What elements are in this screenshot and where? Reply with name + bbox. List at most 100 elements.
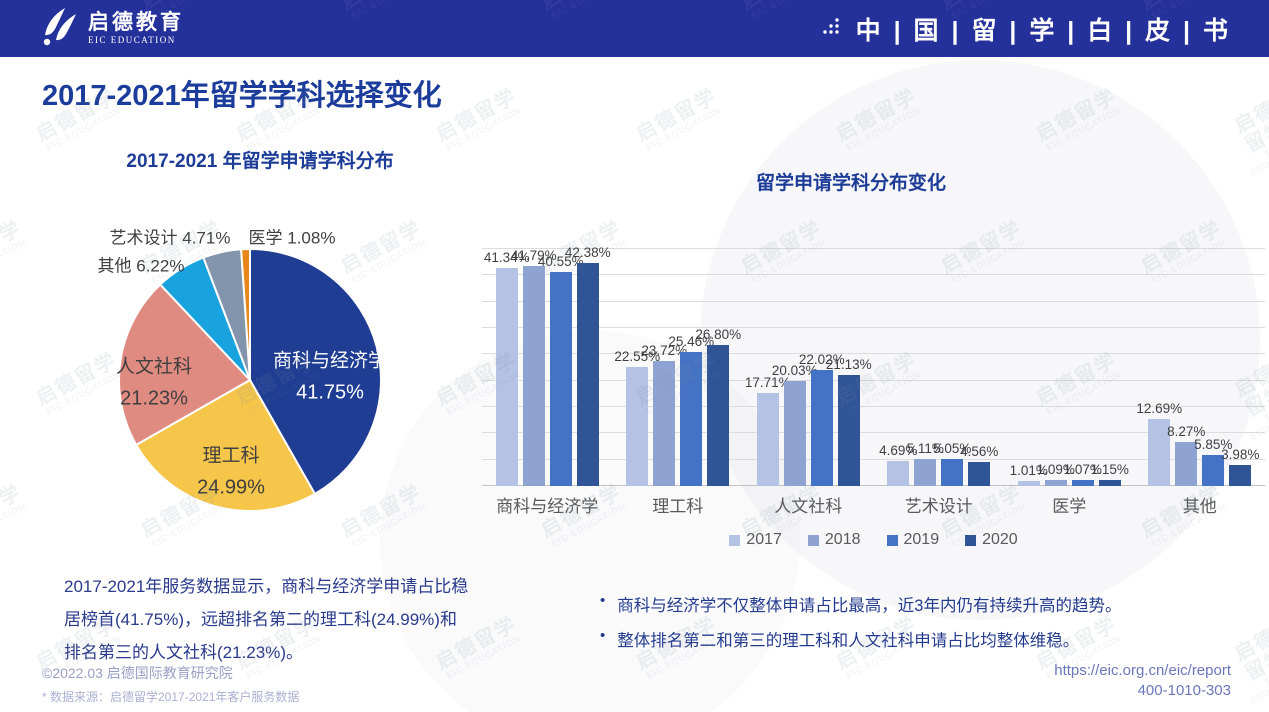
bar-group: 12.69% 8.27% 5.85% 3.98% <box>1135 249 1266 486</box>
header-bar: 启德教育 EIC EDUCATION 中 | 国 | 留 | 学 | 白 | 皮… <box>0 0 1269 57</box>
bar: 4.69% <box>879 443 917 486</box>
category-label: 人文社科 <box>774 497 843 516</box>
legend-label: 2017 <box>746 531 782 548</box>
legend-label: 2019 <box>903 531 940 548</box>
bar: 21.13% <box>826 357 872 486</box>
bar-value-label: 3.98% <box>1221 447 1260 463</box>
pie-label: 商科与经济学 41.75% <box>272 350 388 404</box>
gridline <box>482 327 1265 328</box>
footer-right: https://eic.org.cn/eic/report 400-1010-3… <box>1054 662 1231 699</box>
bullet-item: • 商科与经济学不仅整体申请占比最高，近3年内仍有持续升高的趋势。 <box>600 592 1262 616</box>
gridline <box>482 406 1265 407</box>
watermark-text-en: EIC EDUCATION <box>1248 668 1269 706</box>
bar: 5.11% <box>907 441 944 486</box>
bar: 23.72% <box>641 343 687 486</box>
legend-label: 2018 <box>824 531 861 548</box>
brand-logo: 启德教育 EIC EDUCATION <box>38 4 184 53</box>
bar: 1.15% <box>1091 462 1129 486</box>
bar: 4.56% <box>960 444 998 486</box>
bullet-text: 整体排名第二和第三的理工科和人文社科申请占比均整体维稳。 <box>617 632 1080 650</box>
legend-label: 2020 <box>982 531 1018 548</box>
gridline <box>482 485 1265 486</box>
bar-value-label: 42.38% <box>564 244 611 260</box>
bar-value-label: 5.11% <box>906 441 944 457</box>
summary-note: 2017-2021年服务数据显示，商科与经济学申请占比稳居榜首(41.75%)，… <box>64 577 469 663</box>
bar-group: 41.34% 41.79% 40.55% 42.38% <box>482 245 613 486</box>
page-title: 2017-2021年留学学科选择变化 <box>42 80 442 112</box>
pie-label: 理工科 24.99% <box>197 445 265 499</box>
bullet-item: • 整体排名第二和第三的理工科和人文社科申请占比均整体维稳。 <box>600 627 1262 651</box>
brand-name-en: EIC EDUCATION <box>88 34 176 45</box>
watermark-text-cn: 启德留学 <box>0 481 26 542</box>
bar: 22.02% <box>799 352 845 486</box>
legend-item: 2017 <box>729 531 782 549</box>
bar: 5.85% <box>1194 437 1232 486</box>
bar-value-label: 21.13% <box>825 356 872 372</box>
bar: 40.55% <box>538 254 584 486</box>
bar: 1.09% <box>1037 462 1075 486</box>
watermark-text-en: EIC EDUCATION <box>1248 140 1269 178</box>
bullet-dot-icon: • <box>600 592 606 609</box>
bar: 3.98% <box>1221 447 1259 486</box>
bar-group: 4.69% 5.11% 5.05% 4.56% <box>874 249 1005 486</box>
bar-value-label: 1.07% <box>1063 462 1102 478</box>
bar-value-label: 1.15% <box>1090 461 1129 477</box>
bar: 5.05% <box>933 441 971 486</box>
chart-legend: 2017 2018 2019 2020 <box>482 531 1265 549</box>
bar-group: 1.01% 1.09% 1.07% 1.15% <box>1004 249 1135 486</box>
bar-value-label: 41.79% <box>510 247 557 263</box>
bar-value-label: 25.46% <box>668 333 715 349</box>
pie-slice <box>134 378 317 512</box>
bar: 17.71% <box>745 375 791 486</box>
insight-bullets: • 商科与经济学不仅整体申请占比最高，近3年内仍有持续升高的趋势。 • 整体排名第二… <box>600 592 1262 662</box>
category-label: 其他 <box>1182 497 1217 516</box>
brand-name-cn: 启德教育 <box>88 10 184 34</box>
bar-value-label: 26.80% <box>695 326 742 342</box>
bar-value-label: 22.02% <box>798 352 845 368</box>
dots-triangle-icon <box>820 15 842 42</box>
whitepaper-title: 中 | 国 | 留 | 学 | 白 | 皮 | 书 <box>855 16 1231 45</box>
legend-item: 2018 <box>807 531 861 549</box>
brand-text: 启德教育 EIC EDUCATION <box>88 10 184 45</box>
bar: 41.79% <box>511 248 557 486</box>
bar-value-label: 4.56% <box>960 443 999 459</box>
bar: 1.07% <box>1064 462 1102 486</box>
gridline <box>482 274 1265 276</box>
bar-value-label: 5.85% <box>1194 437 1233 453</box>
pie-chart-title: 2017-2021 年留学申请学科分布 <box>126 151 394 172</box>
pie-label: 其他 6.22% <box>97 256 185 276</box>
bar-chart-title: 留学申请学科分布变化 <box>756 173 947 194</box>
watermark-text-cn: 启德留学 <box>432 85 521 146</box>
bar: 12.69% <box>1136 401 1182 486</box>
bar-value-label: 1.09% <box>1036 462 1075 478</box>
watermark-text-en: EIC EDUCATION <box>0 500 28 549</box>
category-label: 艺术设计 <box>904 497 973 516</box>
bar: 8.27% <box>1167 424 1205 486</box>
bar-value-label: 22.55% <box>614 349 661 365</box>
bar-group: 17.71% 20.03% 22.02% 21.13% <box>743 249 874 486</box>
footer-left: ©2022.03 启德国际教育研究院 * 数据来源：启德留学2017-2021年… <box>42 663 299 705</box>
pie-label: 人文社科 21.23% <box>115 356 193 410</box>
data-source-note: * 数据来源：启德留学2017-2021年客户服务数据 <box>42 690 300 704</box>
bar-value-label: 17.71% <box>744 374 791 390</box>
pie-slice <box>240 247 251 381</box>
bar-value-label: 20.03% <box>771 362 818 378</box>
watermark-text-cn: 启德留学 <box>1231 97 1269 157</box>
pie-slice <box>249 247 382 496</box>
header-right: 中 | 国 | 留 | 学 | 白 | 皮 | 书 <box>820 11 1231 47</box>
bar: 20.03% <box>772 363 818 486</box>
bar: 26.80% <box>695 327 741 486</box>
bar-value-label: 4.69% <box>879 443 918 459</box>
bar-value-label: 5.05% <box>933 441 972 457</box>
watermark-text-en: EIC EDUCATION <box>0 236 28 285</box>
watermark-text-cn: 启德留学 <box>0 217 26 278</box>
gridline <box>482 353 1265 355</box>
watermark-text-en: EIC EDUCATION <box>644 104 723 153</box>
watermark-text-cn: 启德留学 <box>632 85 721 146</box>
hotline-number: 400-1010-303 <box>1137 682 1231 699</box>
